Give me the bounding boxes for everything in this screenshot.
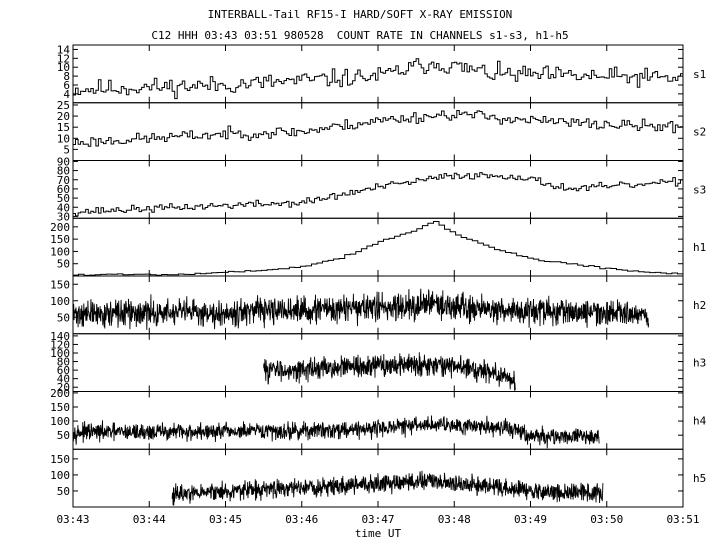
y-tick-label: 100: [50, 245, 70, 258]
y-tick-label: 80: [57, 356, 70, 369]
channel-label-h1: h1: [693, 241, 706, 254]
x-tick-label: 03:44: [133, 513, 166, 526]
series-line-s3: [73, 172, 684, 217]
x-tick-label: 03:50: [590, 513, 623, 526]
series-line-s1: [73, 58, 684, 100]
channel-label-h3: h3: [693, 357, 706, 370]
y-tick-label: 6: [63, 79, 70, 92]
channel-label-s2: s2: [693, 126, 706, 139]
channel-label-s1: s1: [693, 68, 706, 81]
y-tick-label: 50: [57, 485, 70, 498]
y-tick-label: 90: [57, 155, 70, 168]
channel-label-h2: h2: [693, 299, 706, 312]
panel-frame: [72, 217, 684, 277]
y-tick-label: 120: [50, 338, 70, 351]
y-tick-label: 150: [50, 278, 70, 291]
x-tick-label: 03:49: [514, 513, 547, 526]
y-tick-label: 40: [57, 373, 70, 386]
x-tick-label: 03:46: [285, 513, 318, 526]
y-tick-label: 40: [57, 201, 70, 214]
panel-h2: 50 100 150 h2: [50, 275, 706, 335]
y-tick-label: 8: [63, 70, 70, 83]
y-tick-label: 12: [57, 52, 70, 65]
y-tick-label: 5: [63, 143, 70, 156]
y-tick-label: 10: [57, 132, 70, 145]
y-tick-label: 100: [50, 469, 70, 482]
y-tick-label: 10: [57, 61, 70, 74]
y-tick-label: 60: [57, 364, 70, 377]
y-tick-label: 150: [50, 453, 70, 466]
y-tick-label: 80: [57, 165, 70, 178]
y-tick-label: 70: [57, 174, 70, 187]
y-tick-label: 50: [57, 311, 70, 324]
y-tick-label: 14: [57, 43, 71, 56]
y-tick-label: 25: [57, 99, 70, 112]
y-tick-label: 200: [50, 387, 70, 400]
series-line-h3: [263, 352, 516, 391]
series-line-h2: [72, 288, 650, 330]
y-tick-label: 50: [57, 192, 70, 205]
y-tick-label: 20: [57, 110, 70, 123]
chart-title: INTERBALL-Tail RF15-I HARD/SOFT X-RAY EM…: [207, 8, 513, 21]
x-tick-label: 03:47: [361, 513, 394, 526]
channel-label-h4: h4: [693, 414, 707, 427]
y-tick-label: 60: [57, 183, 70, 196]
x-axis: 03:43 03:44 03:45 03:46 03:47 03:48 03:49 03:50…: [56, 513, 699, 540]
x-tick-label: 03:51: [666, 513, 699, 526]
y-tick-label: 30: [57, 210, 70, 223]
x-tick-label: 03:43: [56, 513, 89, 526]
y-tick-label: 200: [50, 221, 70, 234]
channel-label-h5: h5: [693, 472, 706, 485]
panel-frame: [72, 102, 684, 161]
x-axis-label: time UT: [355, 527, 402, 540]
series-line-h4: [72, 415, 600, 449]
y-tick-label: 15: [57, 121, 70, 134]
chart-subtitle: C12 HHH 03:43 03:51 980528 COUNT RATE IN…: [151, 29, 569, 42]
y-tick-label: 4: [63, 88, 70, 101]
y-tick-label: 100: [50, 295, 70, 308]
y-tick-label: 100: [50, 347, 70, 360]
panel-frame: [72, 275, 684, 335]
x-tick-label: 03:45: [209, 513, 242, 526]
y-tick-label: 50: [57, 258, 70, 271]
panel-h5: 50 100 150 h5: [50, 448, 706, 508]
series-line-s2: [73, 110, 684, 147]
y-tick-label: 140: [50, 330, 70, 343]
y-tick-label: 20: [57, 381, 70, 394]
y-tick-label: 50: [57, 429, 70, 442]
series-line-h1: [73, 221, 684, 276]
x-tick-label: 03:48: [438, 513, 471, 526]
y-tick-label: 100: [50, 415, 70, 428]
series-line-h5: [171, 470, 604, 506]
y-tick-label: 150: [50, 233, 70, 246]
y-tick-label: 150: [50, 401, 70, 414]
channel-label-s3: s3: [693, 183, 706, 196]
